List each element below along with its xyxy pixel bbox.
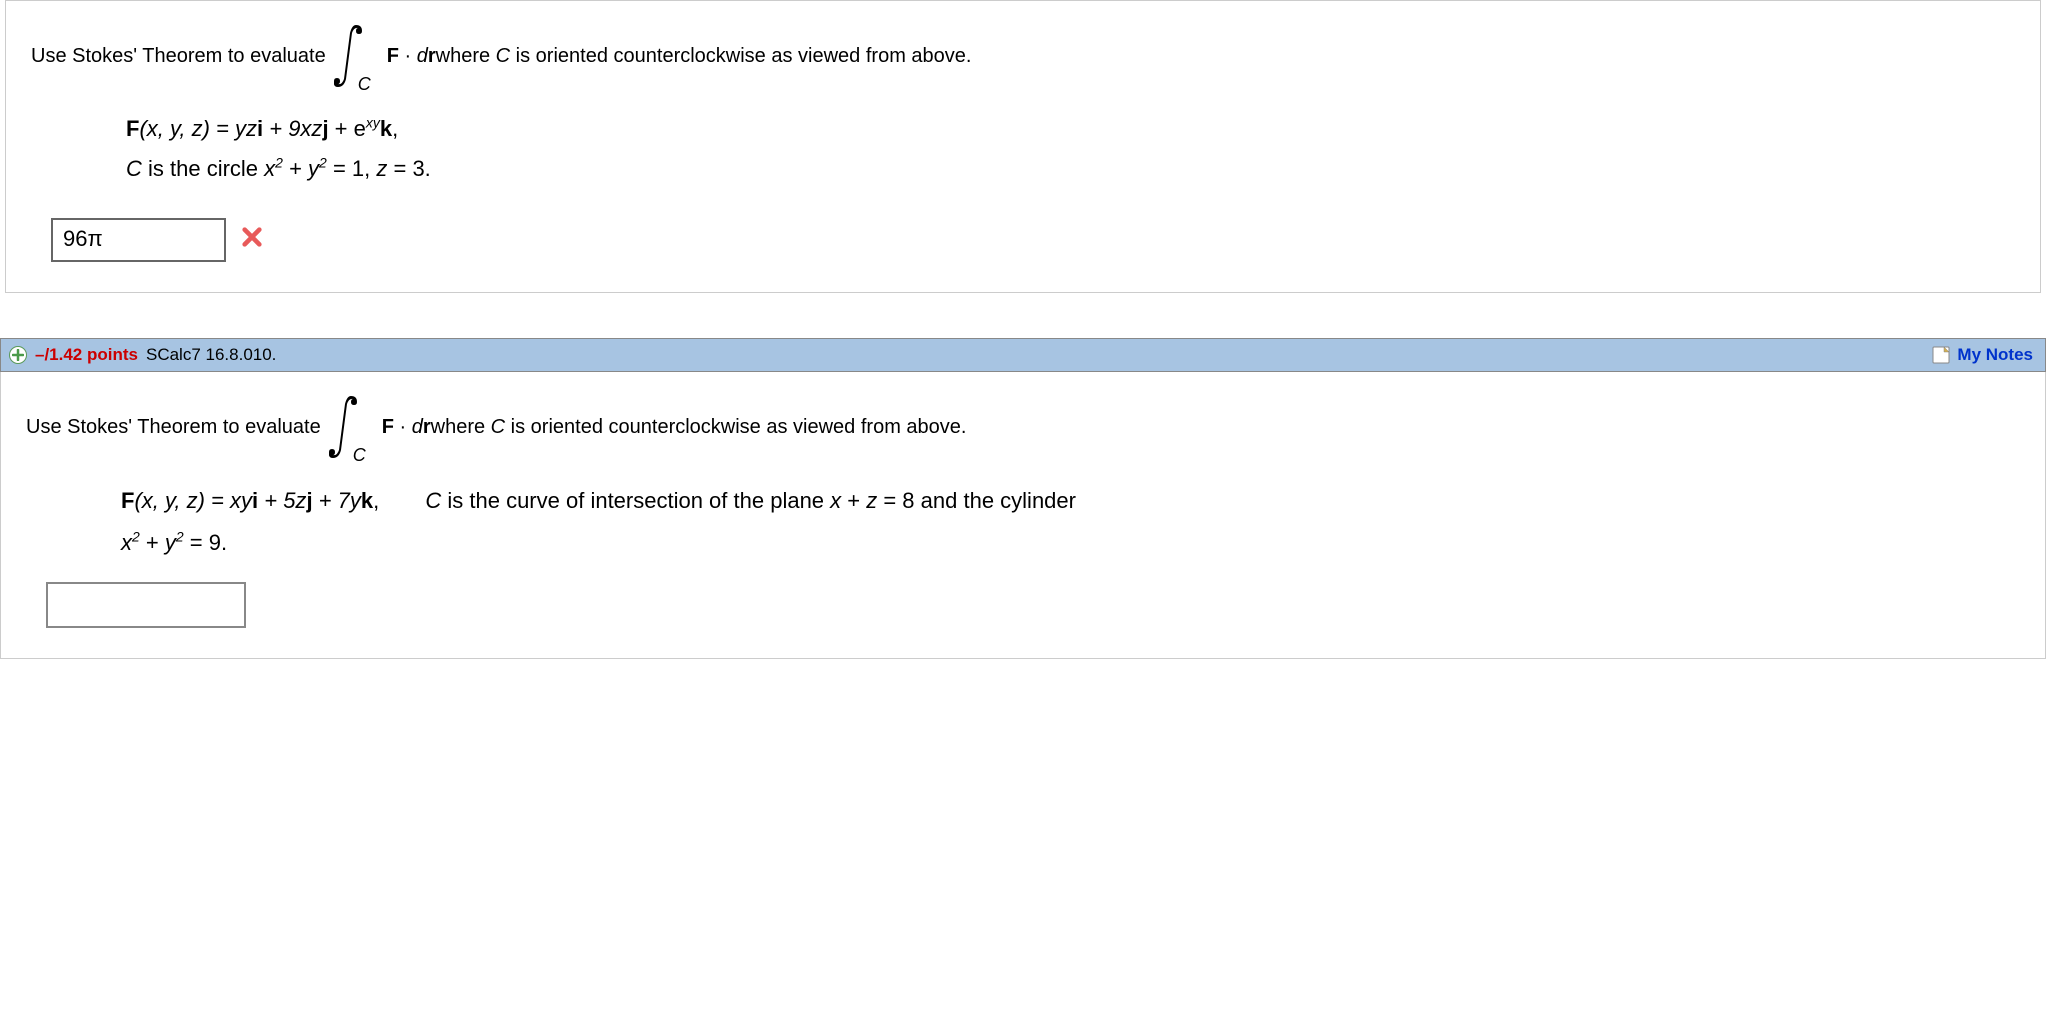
question-2-box: Use Stokes' Theorem to evaluate C F · dr…: [0, 372, 2046, 659]
my-notes-link[interactable]: My Notes: [1957, 345, 2033, 365]
q2-curve-intro: C is the curve of intersection of the pl…: [425, 488, 1076, 513]
q1-details: F(x, y, z) = yzi + 9xzj + exyk, C is the…: [126, 109, 2015, 188]
header-left: –/1.42 points SCalc7 16.8.010.: [9, 345, 276, 365]
header-right: My Notes: [1931, 345, 2033, 365]
question-1-box: Use Stokes' Theorem to evaluate C F · dr…: [5, 0, 2041, 293]
q1-answer-input[interactable]: 96π: [51, 218, 226, 262]
q1-answer-row: 96π: [51, 218, 2015, 262]
integral-symbol: C: [334, 21, 379, 91]
source-label: SCalc7 16.8.010.: [146, 345, 276, 365]
q2-details: F(x, y, z) = xyi + 5zj + 7yk, C is the c…: [121, 480, 2020, 564]
expand-icon[interactable]: [9, 346, 27, 364]
q2-prompt: Use Stokes' Theorem to evaluate C F · dr…: [26, 392, 2020, 462]
q1-integrand: F · dr: [387, 45, 436, 68]
q2-integrand: F · dr: [382, 416, 431, 439]
q1-prompt-after: where C is oriented counterclockwise as …: [436, 45, 972, 68]
q1-curve-def: C is the circle x2 + y2 = 1, z = 3.: [126, 149, 2015, 189]
q2-line1: F(x, y, z) = xyi + 5zj + 7yk, C is the c…: [121, 480, 2020, 522]
note-icon[interactable]: [1931, 345, 1951, 365]
q2-prompt-after: where C is oriented counterclockwise as …: [431, 416, 967, 439]
points-label: –/1.42 points: [35, 345, 138, 365]
integral-sub: C: [353, 445, 366, 466]
question-2-header: –/1.42 points SCalc7 16.8.010. My Notes: [0, 338, 2046, 372]
q1-prompt-before: Use Stokes' Theorem to evaluate: [31, 45, 326, 68]
incorrect-icon: [241, 226, 263, 254]
q2-answer-input[interactable]: [46, 582, 246, 628]
integral-symbol: C: [329, 392, 374, 462]
q2-prompt-before: Use Stokes' Theorem to evaluate: [26, 416, 321, 439]
q1-prompt: Use Stokes' Theorem to evaluate C F · dr…: [31, 21, 2015, 91]
integral-sub: C: [358, 74, 371, 95]
q2-cylinder: x2 + y2 = 9.: [121, 522, 2020, 564]
q1-vector-def: F(x, y, z) = yzi + 9xzj + exyk,: [126, 109, 2015, 149]
